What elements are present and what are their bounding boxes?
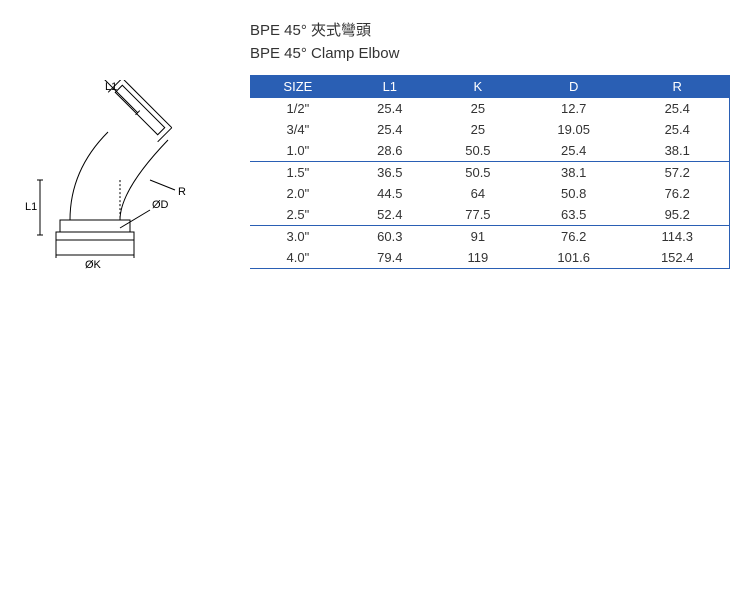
main-container: L1 L1 R ØD ØK BPE 45° 夾式彎頭 BPE 45° Clamp…: [20, 20, 730, 280]
col-k: K: [434, 75, 522, 98]
cell-d: 76.2: [522, 226, 626, 248]
cell-l1: 44.5: [346, 183, 434, 204]
label-l1-left: L1: [25, 201, 37, 213]
cell-size: 1.5": [250, 162, 346, 184]
cell-r: 95.2: [625, 204, 729, 226]
cell-r: 25.4: [625, 98, 729, 119]
cell-l1: 60.3: [346, 226, 434, 248]
cell-size: 2.5": [250, 204, 346, 226]
cell-l1: 79.4: [346, 247, 434, 268]
cell-size: 1/2": [250, 98, 346, 119]
cell-l1: 28.6: [346, 140, 434, 162]
spec-table-wrapper: SIZE L1 K D R 1/2"25.42512.725.43/4"25.4…: [250, 75, 730, 269]
cell-k: 50.5: [434, 140, 522, 162]
diagram-section: L1 L1 R ØD ØK: [20, 20, 220, 280]
cell-l1: 25.4: [346, 119, 434, 140]
cell-k: 64: [434, 183, 522, 204]
cell-r: 114.3: [625, 226, 729, 248]
table-row: 3/4"25.42519.0525.4: [250, 119, 729, 140]
cell-l1: 52.4: [346, 204, 434, 226]
cell-r: 38.1: [625, 140, 729, 162]
cell-size: 4.0": [250, 247, 346, 268]
cell-size: 2.0": [250, 183, 346, 204]
table-row: 3.0"60.39176.2114.3: [250, 226, 729, 248]
table-row: 1.0"28.650.525.438.1: [250, 140, 729, 162]
cell-k: 25: [434, 98, 522, 119]
cell-d: 25.4: [522, 140, 626, 162]
cell-k: 91: [434, 226, 522, 248]
table-header-row: SIZE L1 K D R: [250, 75, 729, 98]
data-section: BPE 45° 夾式彎頭 BPE 45° Clamp Elbow SIZE L1…: [250, 20, 730, 280]
label-od: ØD: [152, 199, 169, 211]
cell-d: 101.6: [522, 247, 626, 268]
title-en: BPE 45° Clamp Elbow: [250, 43, 730, 66]
cell-k: 25: [434, 119, 522, 140]
cell-k: 50.5: [434, 162, 522, 184]
title-zh: BPE 45° 夾式彎頭: [250, 20, 730, 43]
col-l1: L1: [346, 75, 434, 98]
spec-table: SIZE L1 K D R 1/2"25.42512.725.43/4"25.4…: [250, 75, 729, 268]
cell-d: 38.1: [522, 162, 626, 184]
cell-d: 19.05: [522, 119, 626, 140]
cell-size: 3/4": [250, 119, 346, 140]
elbow-diagram: L1 L1 R ØD ØK: [20, 80, 220, 280]
table-row: 2.5"52.477.563.595.2: [250, 204, 729, 226]
cell-r: 152.4: [625, 247, 729, 268]
col-size: SIZE: [250, 75, 346, 98]
cell-size: 3.0": [250, 226, 346, 248]
label-ok: ØK: [85, 259, 102, 271]
table-row: 4.0"79.4119101.6152.4: [250, 247, 729, 268]
cell-size: 1.0": [250, 140, 346, 162]
col-r: R: [625, 75, 729, 98]
cell-d: 50.8: [522, 183, 626, 204]
cell-r: 25.4: [625, 119, 729, 140]
cell-k: 119: [434, 247, 522, 268]
table-row: 1/2"25.42512.725.4: [250, 98, 729, 119]
table-row: 2.0"44.56450.876.2: [250, 183, 729, 204]
cell-r: 76.2: [625, 183, 729, 204]
cell-l1: 36.5: [346, 162, 434, 184]
table-row: 1.5"36.550.538.157.2: [250, 162, 729, 184]
cell-l1: 25.4: [346, 98, 434, 119]
cell-d: 63.5: [522, 204, 626, 226]
titles: BPE 45° 夾式彎頭 BPE 45° Clamp Elbow: [250, 20, 730, 65]
label-l1-top: L1: [105, 81, 117, 93]
cell-d: 12.7: [522, 98, 626, 119]
cell-k: 77.5: [434, 204, 522, 226]
col-d: D: [522, 75, 626, 98]
cell-r: 57.2: [625, 162, 729, 184]
label-r: R: [178, 186, 186, 198]
